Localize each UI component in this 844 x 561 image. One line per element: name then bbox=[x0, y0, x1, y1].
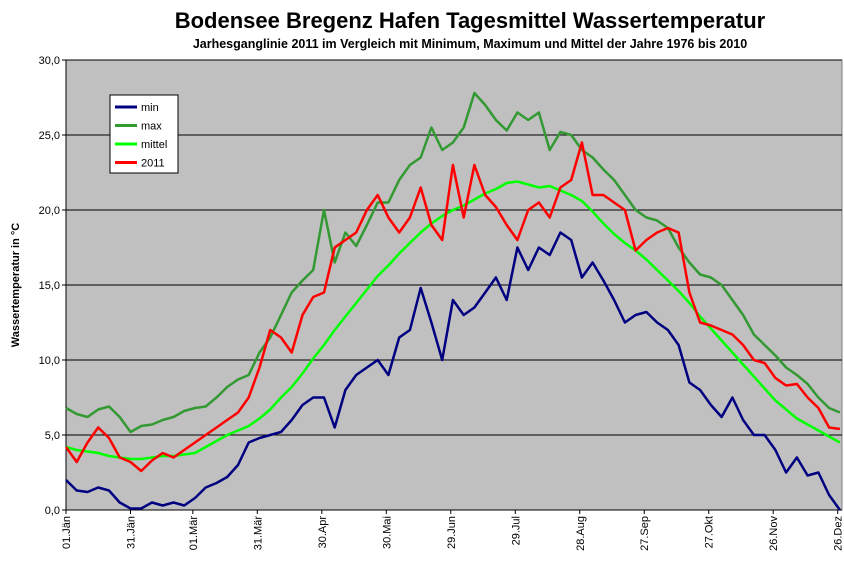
x-tick-label: 27.Sep bbox=[639, 516, 651, 551]
series-line bbox=[65, 231, 841, 511]
x-tick-label: 29.Jul bbox=[510, 516, 522, 545]
series-line bbox=[65, 91, 841, 434]
y-tick-label: 25,0 bbox=[39, 130, 60, 142]
x-tick-label: 26.Nov bbox=[768, 516, 780, 551]
y-tick-label: 0,0 bbox=[45, 505, 60, 517]
legend-label: mittel bbox=[141, 139, 167, 151]
legend-label: 2011 bbox=[141, 158, 165, 170]
x-tick-label: 31.Jän bbox=[125, 516, 137, 549]
y-tick-label: 10,0 bbox=[39, 355, 60, 367]
chart-title: Bodensee Bregenz Hafen Tagesmittel Wasse… bbox=[175, 8, 766, 33]
chart-subtitle: Jarhesganglinie 2011 im Vergleich mit Mi… bbox=[193, 37, 747, 51]
y-tick-label: 30,0 bbox=[39, 55, 60, 67]
x-tick-label: 29.Jun bbox=[446, 516, 458, 549]
x-tick-label: 30.Mai bbox=[381, 516, 393, 549]
y-tick-label: 5,0 bbox=[45, 430, 60, 442]
x-tick-label: 26.Dez bbox=[833, 516, 844, 551]
x-tick-label: 31.Mär bbox=[252, 516, 264, 551]
legend-label: min bbox=[141, 102, 159, 114]
x-tick-label: 27.Okt bbox=[704, 516, 716, 548]
y-tick-label: 15,0 bbox=[39, 280, 60, 292]
series-line bbox=[65, 180, 841, 461]
y-tick-label: 20,0 bbox=[39, 205, 60, 217]
y-axis-label: Wassertemperatur in °C bbox=[10, 223, 22, 347]
x-tick-label: 30.Apr bbox=[317, 516, 329, 549]
x-tick-label: 01.Jän bbox=[61, 516, 73, 549]
x-tick-label: 28.Aug bbox=[575, 516, 587, 551]
legend-label: max bbox=[141, 121, 162, 133]
series-line bbox=[64, 141, 841, 473]
x-tick-label: 01.Mär bbox=[188, 516, 200, 551]
